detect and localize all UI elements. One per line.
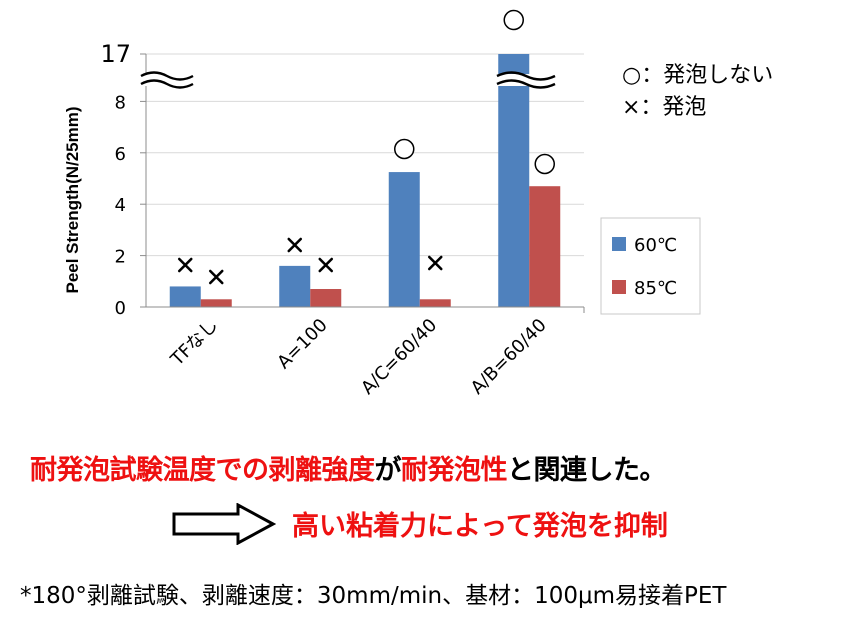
conclusion-part3: 耐発泡性 — [401, 455, 508, 486]
peel-strength-chart: 0 2 4 6 8 17 TFなし A=100 A/C=60/40 A/B=60/40 Peel… — [63, 9, 773, 399]
break-mark — [138, 71, 196, 89]
conclusion-text: 耐発泡試験温度での剥離強度が耐発泡性と関連した。 — [30, 448, 667, 487]
break-wave — [140, 71, 194, 81]
category-label: TFなし — [166, 315, 222, 371]
circle-marker — [394, 138, 415, 160]
right-arrow-icon — [172, 503, 276, 545]
y-axis-label: Peel Strength(N/25mm) — [63, 106, 82, 293]
y-tick-label: 17 — [100, 40, 131, 68]
category-label: A/C=60/40 — [357, 315, 441, 399]
conclusion-part4: と関連した。 — [507, 455, 667, 486]
category-label: A/B=60/40 — [467, 315, 551, 399]
y-tick-label: 6 — [115, 144, 126, 165]
category-labels: TFなし A=100 A/C=60/40 A/B=60/40 — [166, 315, 551, 399]
cross-marker — [427, 255, 443, 271]
axis-breaks — [138, 71, 558, 89]
legend-swatch-85 — [612, 280, 626, 294]
bar — [279, 265, 311, 307]
cross-marker — [318, 257, 334, 273]
conclusion-part1: 耐発泡試験温度での剥離強度 — [30, 455, 375, 486]
circle-marker — [534, 153, 555, 175]
bar — [310, 289, 342, 307]
bar — [529, 186, 561, 307]
bar — [419, 299, 451, 307]
break-wave — [496, 79, 556, 89]
y-tick-label: 2 — [115, 247, 126, 268]
break-gap — [138, 74, 196, 86]
bar — [388, 172, 420, 307]
break-wave — [140, 79, 194, 89]
series-legend: 60℃ 85℃ — [600, 217, 701, 315]
bars — [169, 54, 561, 307]
break-wave — [496, 71, 556, 81]
marker-legend: ○：発泡しない ×：発泡 — [622, 63, 773, 120]
category-label: A=100 — [273, 315, 332, 374]
y-tick-label: 4 — [115, 195, 126, 216]
y-axis: 0 2 4 6 8 17 — [100, 40, 585, 319]
y-tick-label: 8 — [115, 92, 126, 113]
bar — [169, 286, 201, 307]
marker-legend-no-foam: ○：発泡しない — [622, 63, 773, 88]
y-tick-label: 0 — [115, 298, 126, 319]
cross-marker — [287, 237, 303, 253]
conclusion-part2: が — [374, 455, 402, 486]
legend-label-60: 60℃ — [634, 235, 677, 256]
marker-legend-foam: ×：発泡 — [622, 95, 706, 120]
bar — [200, 299, 232, 307]
break-gap — [494, 74, 558, 86]
legend-label-85: 85℃ — [634, 278, 677, 299]
bar — [498, 54, 530, 307]
series-legend-box — [600, 217, 701, 315]
break-mark — [494, 71, 558, 89]
cross-marker — [208, 269, 224, 285]
footnote: *180°剥離試験、剥離速度：30mm/min、基材：100μm易接着PET — [20, 583, 727, 609]
foam-markers — [177, 9, 555, 285]
legend-swatch-60 — [612, 237, 626, 251]
result-text: 高い粘着力によって発泡を抑制 — [292, 511, 668, 542]
circle-marker — [503, 9, 524, 31]
cross-marker — [177, 257, 193, 273]
